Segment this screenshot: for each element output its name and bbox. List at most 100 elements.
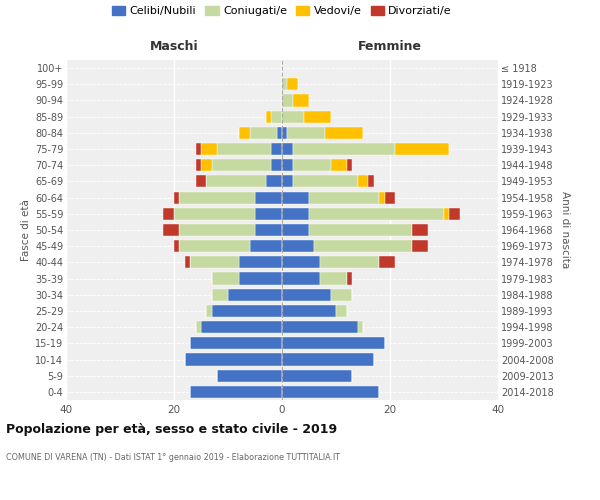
Bar — [255, 224, 282, 236]
Bar — [271, 110, 282, 122]
Text: Maschi: Maschi — [149, 40, 199, 52]
Bar — [331, 159, 347, 172]
Bar — [190, 256, 239, 268]
Bar — [212, 305, 282, 317]
Bar — [287, 78, 298, 90]
Bar — [271, 143, 282, 155]
Bar — [325, 127, 363, 139]
Bar — [282, 208, 309, 220]
Bar — [196, 143, 201, 155]
Bar — [282, 224, 309, 236]
Bar — [179, 224, 255, 236]
Text: Popolazione per età, sesso e stato civile - 2019: Popolazione per età, sesso e stato civil… — [6, 422, 337, 436]
Bar — [368, 176, 374, 188]
Bar — [185, 354, 282, 366]
Bar — [185, 256, 190, 268]
Bar — [174, 208, 255, 220]
Bar — [282, 94, 293, 106]
Bar — [174, 240, 179, 252]
Bar — [385, 192, 395, 203]
Bar — [282, 305, 336, 317]
Bar — [282, 78, 287, 90]
Bar — [449, 208, 460, 220]
Bar — [163, 224, 179, 236]
Bar — [331, 288, 352, 301]
Y-axis label: Fasce di età: Fasce di età — [20, 199, 31, 261]
Bar — [358, 176, 368, 188]
Bar — [206, 305, 212, 317]
Text: Femmine: Femmine — [358, 40, 422, 52]
Bar — [379, 192, 385, 203]
Bar — [347, 159, 352, 172]
Bar — [196, 176, 206, 188]
Bar — [293, 176, 358, 188]
Legend: Celibi/Nubili, Coniugati/e, Vedovi/e, Divorziati/e: Celibi/Nubili, Coniugati/e, Vedovi/e, Di… — [107, 1, 457, 20]
Bar — [217, 370, 282, 382]
Bar — [174, 192, 179, 203]
Bar — [255, 192, 282, 203]
Bar — [282, 354, 374, 366]
Bar — [212, 272, 239, 284]
Bar — [320, 272, 347, 284]
Bar — [314, 240, 412, 252]
Bar — [282, 176, 293, 188]
Bar — [282, 159, 293, 172]
Bar — [395, 143, 449, 155]
Bar — [201, 321, 282, 333]
Bar — [228, 288, 282, 301]
Bar — [190, 386, 282, 398]
Bar — [255, 208, 282, 220]
Bar — [347, 272, 352, 284]
Bar — [201, 159, 212, 172]
Bar — [412, 240, 428, 252]
Bar — [282, 143, 293, 155]
Bar — [309, 192, 379, 203]
Bar — [282, 272, 320, 284]
Bar — [196, 321, 201, 333]
Bar — [287, 127, 325, 139]
Bar — [266, 110, 271, 122]
Bar — [179, 192, 255, 203]
Bar — [336, 305, 347, 317]
Bar — [282, 240, 314, 252]
Bar — [320, 256, 379, 268]
Bar — [163, 208, 174, 220]
Bar — [282, 127, 287, 139]
Bar — [282, 338, 385, 349]
Y-axis label: Anni di nascita: Anni di nascita — [560, 192, 570, 268]
Bar — [282, 256, 320, 268]
Bar — [212, 159, 271, 172]
Bar — [212, 288, 228, 301]
Bar — [282, 370, 352, 382]
Bar — [250, 127, 277, 139]
Bar — [179, 240, 250, 252]
Bar — [309, 208, 444, 220]
Bar — [250, 240, 282, 252]
Bar — [239, 256, 282, 268]
Bar — [304, 110, 331, 122]
Bar — [271, 159, 282, 172]
Bar — [190, 338, 282, 349]
Bar — [358, 321, 363, 333]
Bar — [293, 143, 395, 155]
Text: COMUNE DI VARENA (TN) - Dati ISTAT 1° gennaio 2019 - Elaborazione TUTTITALIA.IT: COMUNE DI VARENA (TN) - Dati ISTAT 1° ge… — [6, 452, 340, 462]
Bar — [282, 110, 304, 122]
Bar — [282, 321, 358, 333]
Bar — [379, 256, 395, 268]
Bar — [239, 272, 282, 284]
Bar — [309, 224, 412, 236]
Bar — [206, 176, 266, 188]
Bar — [282, 288, 331, 301]
Bar — [277, 127, 282, 139]
Bar — [266, 176, 282, 188]
Bar — [217, 143, 271, 155]
Bar — [412, 224, 428, 236]
Bar — [282, 192, 309, 203]
Bar — [293, 94, 309, 106]
Bar — [444, 208, 449, 220]
Bar — [201, 143, 217, 155]
Bar — [282, 386, 379, 398]
Bar — [293, 159, 331, 172]
Bar — [239, 127, 250, 139]
Bar — [196, 159, 201, 172]
